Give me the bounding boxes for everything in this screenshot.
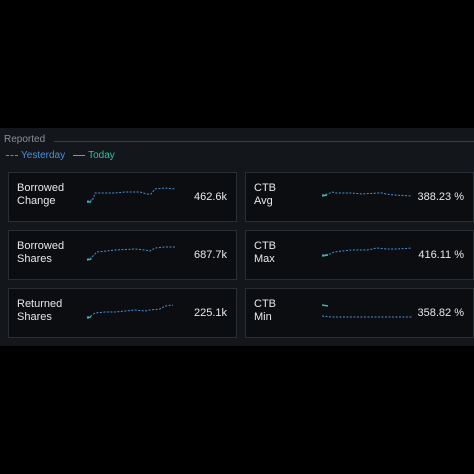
stat-card-borrowed-change[interactable]: Borrowed Change 462.6k — [8, 172, 237, 222]
section-title: Reported — [4, 134, 46, 145]
card-label: CTB Min — [254, 298, 276, 323]
legend-today[interactable]: Today — [73, 150, 115, 161]
legend-today-label: Today — [88, 150, 115, 161]
dashed-line-icon — [6, 155, 18, 156]
legend: Yesterday Today — [6, 150, 123, 161]
stat-card-ctb-min[interactable]: CTB Min 358.82 % — [245, 288, 474, 338]
card-value: 462.6k — [193, 191, 227, 203]
sparkline-icon — [322, 304, 412, 318]
stat-card-ctb-avg[interactable]: CTB Avg 388.23 % — [245, 172, 474, 222]
stat-card-ctb-max[interactable]: CTB Max 416.11 % — [245, 230, 474, 280]
sparkline-icon — [86, 304, 174, 319]
card-label: Borrowed Shares — [17, 240, 65, 265]
stat-card-returned-shares[interactable]: Returned Shares 225.1k — [8, 288, 237, 338]
sparkline-icon — [322, 191, 413, 197]
card-label: CTB Avg — [254, 182, 276, 207]
stat-card-borrowed-shares[interactable]: Borrowed Shares 687.7k — [8, 230, 237, 280]
section-divider — [54, 141, 474, 142]
card-label: Borrowed Change — [17, 182, 65, 207]
legend-yesterday[interactable]: Yesterday — [6, 150, 65, 161]
solid-line-icon — [73, 155, 86, 156]
legend-yesterday-label: Yesterday — [21, 150, 66, 161]
card-value: 416.11 % — [418, 249, 464, 261]
card-label: Returned Shares — [17, 298, 63, 323]
card-value: 225.1k — [193, 307, 227, 319]
card-label: CTB Max — [254, 240, 276, 265]
card-value: 687.7k — [193, 249, 227, 261]
card-value: 358.82 % — [417, 307, 464, 319]
card-value: 388.23 % — [417, 191, 464, 203]
sparkline-icon — [86, 246, 175, 261]
sparkline-icon — [87, 187, 176, 203]
sparkline-icon — [322, 247, 413, 257]
